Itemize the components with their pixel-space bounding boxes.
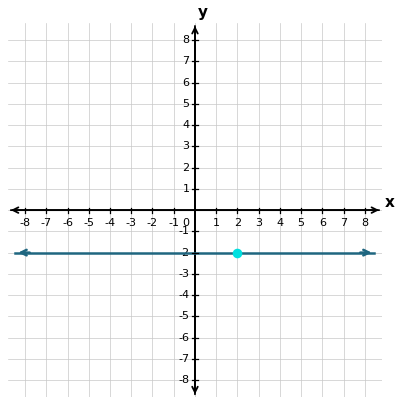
Text: 7: 7 xyxy=(339,218,346,228)
Text: 4: 4 xyxy=(182,120,189,130)
Text: 4: 4 xyxy=(276,218,283,228)
Text: 8: 8 xyxy=(182,35,189,45)
Text: x: x xyxy=(384,195,394,210)
Text: 0: 0 xyxy=(182,218,188,228)
Text: y: y xyxy=(197,5,207,20)
Text: 2: 2 xyxy=(233,218,241,228)
Text: 1: 1 xyxy=(212,218,219,228)
Text: -1: -1 xyxy=(178,226,189,236)
Text: -3: -3 xyxy=(178,269,189,279)
Point xyxy=(234,249,240,256)
Text: 8: 8 xyxy=(360,218,368,228)
Text: -8: -8 xyxy=(19,218,30,228)
Text: 5: 5 xyxy=(182,99,189,109)
Text: -2: -2 xyxy=(146,218,158,228)
Text: -3: -3 xyxy=(126,218,136,228)
Text: -6: -6 xyxy=(62,218,73,228)
Text: 2: 2 xyxy=(182,163,189,173)
Text: 6: 6 xyxy=(318,218,325,228)
Text: 3: 3 xyxy=(255,218,261,228)
Text: -7: -7 xyxy=(178,354,189,364)
Text: -4: -4 xyxy=(178,290,189,300)
Text: 3: 3 xyxy=(182,142,189,151)
Text: -4: -4 xyxy=(104,218,115,228)
Text: 6: 6 xyxy=(182,78,189,88)
Text: 7: 7 xyxy=(182,56,189,67)
Text: -1: -1 xyxy=(168,218,179,228)
Text: -5: -5 xyxy=(83,218,94,228)
Text: -6: -6 xyxy=(178,333,189,343)
Text: -8: -8 xyxy=(178,375,189,385)
Text: -7: -7 xyxy=(41,218,52,228)
Text: 5: 5 xyxy=(297,218,304,228)
Text: 1: 1 xyxy=(182,184,189,194)
Text: -5: -5 xyxy=(178,311,189,322)
Text: -2: -2 xyxy=(178,248,189,257)
